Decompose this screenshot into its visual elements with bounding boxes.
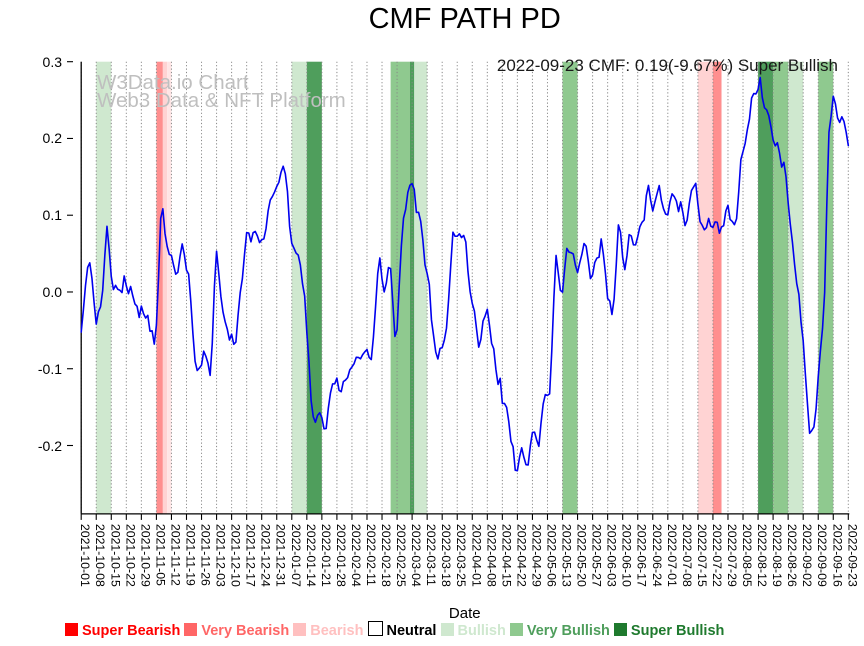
svg-text:2022-07-08: 2022-07-08 (680, 524, 694, 587)
svg-text:2021-11-19: 2021-11-19 (183, 524, 197, 586)
svg-text:2022-09-23: 2022-09-23 (845, 524, 859, 587)
svg-text:2022-05-13: 2022-05-13 (560, 524, 574, 587)
svg-text:2022-08-05: 2022-08-05 (740, 524, 754, 587)
svg-text:2022-07-15: 2022-07-15 (695, 524, 709, 587)
svg-text:2021-10-29: 2021-10-29 (138, 524, 152, 587)
svg-text:2022-05-06: 2022-05-06 (544, 524, 558, 587)
svg-text:2022-01-21: 2022-01-21 (319, 524, 333, 587)
svg-text:2022-03-18: 2022-03-18 (439, 524, 453, 587)
svg-text:2021-10-22: 2021-10-22 (123, 524, 137, 587)
svg-text:2022-02-04: 2022-02-04 (349, 524, 363, 587)
svg-text:2022-04-15: 2022-04-15 (499, 524, 513, 587)
svg-text:2022-04-22: 2022-04-22 (514, 524, 528, 587)
svg-text:2021-12-03: 2021-12-03 (214, 524, 228, 587)
svg-text:2022-08-26: 2022-08-26 (785, 524, 799, 587)
svg-text:2022-08-19: 2022-08-19 (770, 524, 784, 587)
svg-text:2022-07-29: 2022-07-29 (725, 524, 739, 587)
svg-text:2021-10-15: 2021-10-15 (108, 524, 122, 587)
svg-text:2022-03-25: 2022-03-25 (454, 524, 468, 587)
svg-text:2022-01-07: 2022-01-07 (289, 524, 303, 587)
svg-text:2021-11-12: 2021-11-12 (168, 524, 182, 586)
svg-text:2022-09-09: 2022-09-09 (815, 524, 829, 587)
svg-text:2022-09-02: 2022-09-02 (800, 524, 814, 587)
svg-text:2022-03-04: 2022-03-04 (409, 524, 423, 587)
svg-text:2022-07-22: 2022-07-22 (710, 524, 724, 587)
svg-text:2022-06-03: 2022-06-03 (605, 524, 619, 587)
svg-text:2022-02-25: 2022-02-25 (394, 524, 408, 587)
svg-text:2021-12-10: 2021-12-10 (229, 524, 243, 587)
svg-text:2021-12-24: 2021-12-24 (259, 524, 273, 587)
svg-text:2022-04-01: 2022-04-01 (469, 524, 483, 587)
svg-text:2022-08-12: 2022-08-12 (755, 524, 769, 587)
svg-text:2022-05-27: 2022-05-27 (590, 524, 604, 587)
svg-text:2021-12-17: 2021-12-17 (244, 524, 258, 587)
svg-text:2022-02-18: 2022-02-18 (379, 524, 393, 587)
svg-text:2021-11-26: 2021-11-26 (199, 524, 213, 586)
svg-text:2022-06-17: 2022-06-17 (635, 524, 649, 587)
svg-text:2021-10-08: 2021-10-08 (93, 524, 107, 587)
svg-text:2022-06-24: 2022-06-24 (650, 524, 664, 587)
svg-text:2021-10-01: 2021-10-01 (78, 524, 92, 587)
svg-text:2022-07-01: 2022-07-01 (665, 524, 679, 587)
svg-text:2021-11-05: 2021-11-05 (153, 524, 167, 586)
svg-text:2022-04-29: 2022-04-29 (529, 524, 543, 587)
svg-text:2022-09-16: 2022-09-16 (830, 524, 844, 587)
svg-text:2022-06-10: 2022-06-10 (620, 524, 634, 587)
svg-text:2021-12-31: 2021-12-31 (274, 524, 288, 587)
svg-text:2022-04-08: 2022-04-08 (484, 524, 498, 587)
svg-text:2022-05-20: 2022-05-20 (575, 524, 589, 587)
svg-text:2022-01-14: 2022-01-14 (304, 524, 318, 587)
svg-text:2022-03-11: 2022-03-11 (424, 524, 438, 586)
svg-text:2022-02-11: 2022-02-11 (364, 524, 378, 586)
svg-text:2022-01-28: 2022-01-28 (334, 524, 348, 587)
